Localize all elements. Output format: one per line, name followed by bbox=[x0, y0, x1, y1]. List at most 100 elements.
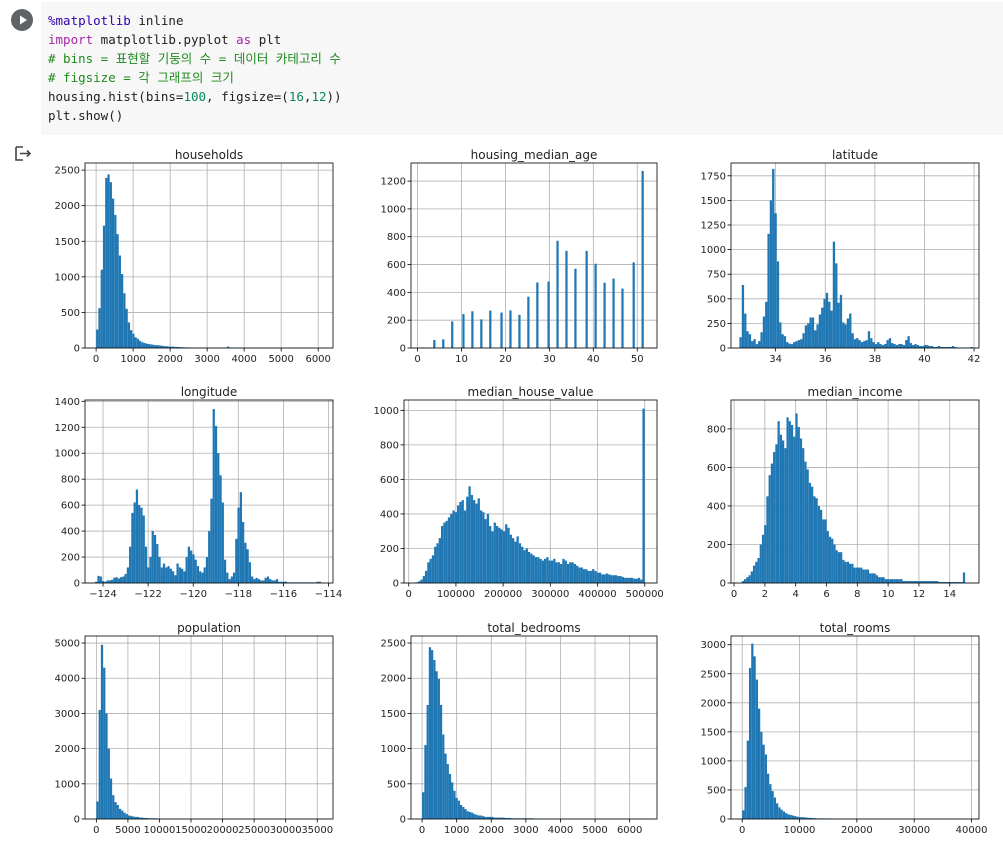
histogram-bar bbox=[944, 347, 948, 348]
histogram-bar bbox=[772, 168, 775, 348]
histogram-bar bbox=[774, 213, 777, 348]
histogram-bar bbox=[457, 800, 461, 819]
histogram-bar bbox=[951, 346, 955, 348]
histogram-bar bbox=[608, 574, 611, 583]
histogram-bar bbox=[844, 324, 847, 348]
histogram-bar bbox=[136, 816, 140, 819]
histogram-bar bbox=[546, 557, 549, 583]
histogram-bar bbox=[192, 554, 195, 583]
histogram-bar bbox=[131, 512, 134, 583]
histogram-bar bbox=[881, 345, 885, 348]
histogram-bar bbox=[619, 576, 622, 583]
code-editor[interactable]: %matplotlib inline import matplotlib.pyp… bbox=[41, 2, 1003, 135]
histogram-bar bbox=[804, 461, 807, 583]
histogram-bar bbox=[926, 345, 929, 348]
histogram-bar bbox=[152, 344, 155, 348]
histogram-bar bbox=[527, 551, 531, 583]
run-cell-button[interactable] bbox=[11, 9, 33, 31]
histogram-bar bbox=[491, 816, 494, 819]
code-text[interactable]: %matplotlib inline import matplotlib.pyp… bbox=[48, 11, 342, 125]
histogram-bar bbox=[536, 282, 539, 348]
histogram-bar bbox=[477, 815, 481, 819]
y-tick-label: 2500 bbox=[381, 639, 406, 650]
histogram-bar bbox=[111, 198, 115, 348]
x-tick-label: 10 bbox=[455, 354, 468, 365]
histogram-bar bbox=[557, 562, 561, 583]
x-tick-label: 12 bbox=[913, 589, 926, 600]
histogram-bar bbox=[768, 475, 771, 583]
histogram-bar bbox=[473, 500, 476, 583]
histogram-bar bbox=[953, 582, 957, 583]
histogram-bar bbox=[779, 322, 782, 348]
histogram-bar bbox=[918, 581, 921, 583]
histogram-bar bbox=[825, 292, 829, 348]
y-tick-label: 3000 bbox=[701, 640, 726, 651]
x-tick-label: 0 bbox=[406, 589, 412, 600]
histogram-bar bbox=[426, 704, 429, 819]
x-tick-label: 3000 bbox=[513, 825, 538, 836]
histogram-bar bbox=[635, 578, 638, 583]
x-tick-label: 8 bbox=[854, 589, 860, 600]
chart-median-income: 0 2 4 6 8 10 12 14 0 200 400 600 800 median_income bbox=[707, 385, 980, 600]
histogram-bar bbox=[853, 339, 857, 348]
histogram-bar bbox=[132, 816, 135, 819]
histogram-bar bbox=[530, 553, 533, 583]
histogram-bar bbox=[860, 342, 864, 348]
histogram-bar bbox=[846, 561, 849, 583]
histogram-bar bbox=[927, 581, 930, 583]
x-tick-label: 10 bbox=[882, 589, 895, 600]
histogram-bar bbox=[809, 317, 812, 348]
histogram-bar bbox=[930, 346, 934, 348]
histogram-bar bbox=[468, 486, 471, 583]
histogram-bar bbox=[537, 557, 540, 583]
y-tick-label: 0 bbox=[74, 344, 80, 355]
histogram-bar bbox=[497, 817, 501, 819]
histogram-bar bbox=[509, 310, 512, 348]
histogram-bar bbox=[203, 567, 206, 583]
histogram-bar bbox=[228, 579, 231, 583]
histogram-bar bbox=[269, 579, 272, 583]
histogram-bar bbox=[755, 679, 758, 819]
histogram-bar bbox=[773, 452, 776, 583]
histogram-bar bbox=[507, 527, 510, 583]
x-tick-label: 40 bbox=[918, 354, 931, 365]
histogram-bar bbox=[816, 324, 819, 348]
histogram-bar bbox=[553, 558, 556, 583]
y-tick-label: 3000 bbox=[55, 709, 80, 720]
histogram-bar bbox=[891, 343, 894, 348]
histogram-bar bbox=[196, 566, 200, 583]
x-tick-label: 1000 bbox=[444, 825, 469, 836]
y-tick-label: 1200 bbox=[55, 423, 80, 434]
histogram-bar bbox=[757, 557, 760, 583]
histogram-bar bbox=[895, 345, 899, 348]
code-token: import bbox=[48, 32, 94, 47]
histogram-bar bbox=[742, 810, 745, 819]
histogram-bar bbox=[475, 503, 478, 583]
histogram-bar bbox=[760, 731, 763, 819]
code-line: housing.hist(bins=100, figsize=(16,12)) bbox=[48, 89, 342, 104]
code-token: matplotlib.pyplot bbox=[93, 32, 237, 47]
histogram-bar bbox=[150, 344, 153, 348]
y-tick-label: 1000 bbox=[374, 406, 399, 417]
histogram-bar bbox=[132, 333, 135, 348]
y-tick-label: 1500 bbox=[55, 237, 80, 248]
output-redirect-icon[interactable] bbox=[14, 145, 34, 165]
histogram-bar bbox=[767, 233, 770, 348]
histogram-bar bbox=[823, 298, 826, 348]
x-tick-label: 36 bbox=[819, 354, 832, 365]
histogram-bar bbox=[500, 817, 503, 819]
histogram-bar bbox=[266, 576, 270, 583]
code-cell[interactable]: %matplotlib inline import matplotlib.pyp… bbox=[0, 0, 1003, 135]
histogram-bar bbox=[221, 502, 224, 583]
histogram-bar bbox=[97, 575, 100, 583]
histogram-bar bbox=[149, 557, 152, 583]
histogram-bar bbox=[573, 564, 577, 583]
histogram-bar bbox=[450, 513, 453, 583]
chart-total-rooms: 0 10000 20000 30000 40000 0 500 1000 1500 2000 250… bbox=[701, 621, 988, 836]
x-tick-label: 34 bbox=[769, 354, 782, 365]
histogram-bar bbox=[127, 815, 131, 819]
histogram-bar bbox=[471, 311, 474, 348]
histogram-bar bbox=[860, 567, 863, 583]
axes-frame bbox=[410, 635, 658, 820]
histogram-bar bbox=[864, 569, 867, 583]
